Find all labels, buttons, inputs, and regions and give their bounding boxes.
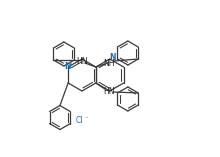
Text: N: N: [110, 54, 116, 62]
Text: N: N: [64, 62, 71, 71]
Text: ⁻: ⁻: [85, 116, 89, 122]
Text: HN: HN: [76, 57, 88, 67]
Text: +: +: [69, 62, 74, 67]
Text: HN: HN: [103, 87, 115, 95]
Text: Cl: Cl: [76, 116, 83, 125]
Text: NH: NH: [103, 59, 115, 68]
